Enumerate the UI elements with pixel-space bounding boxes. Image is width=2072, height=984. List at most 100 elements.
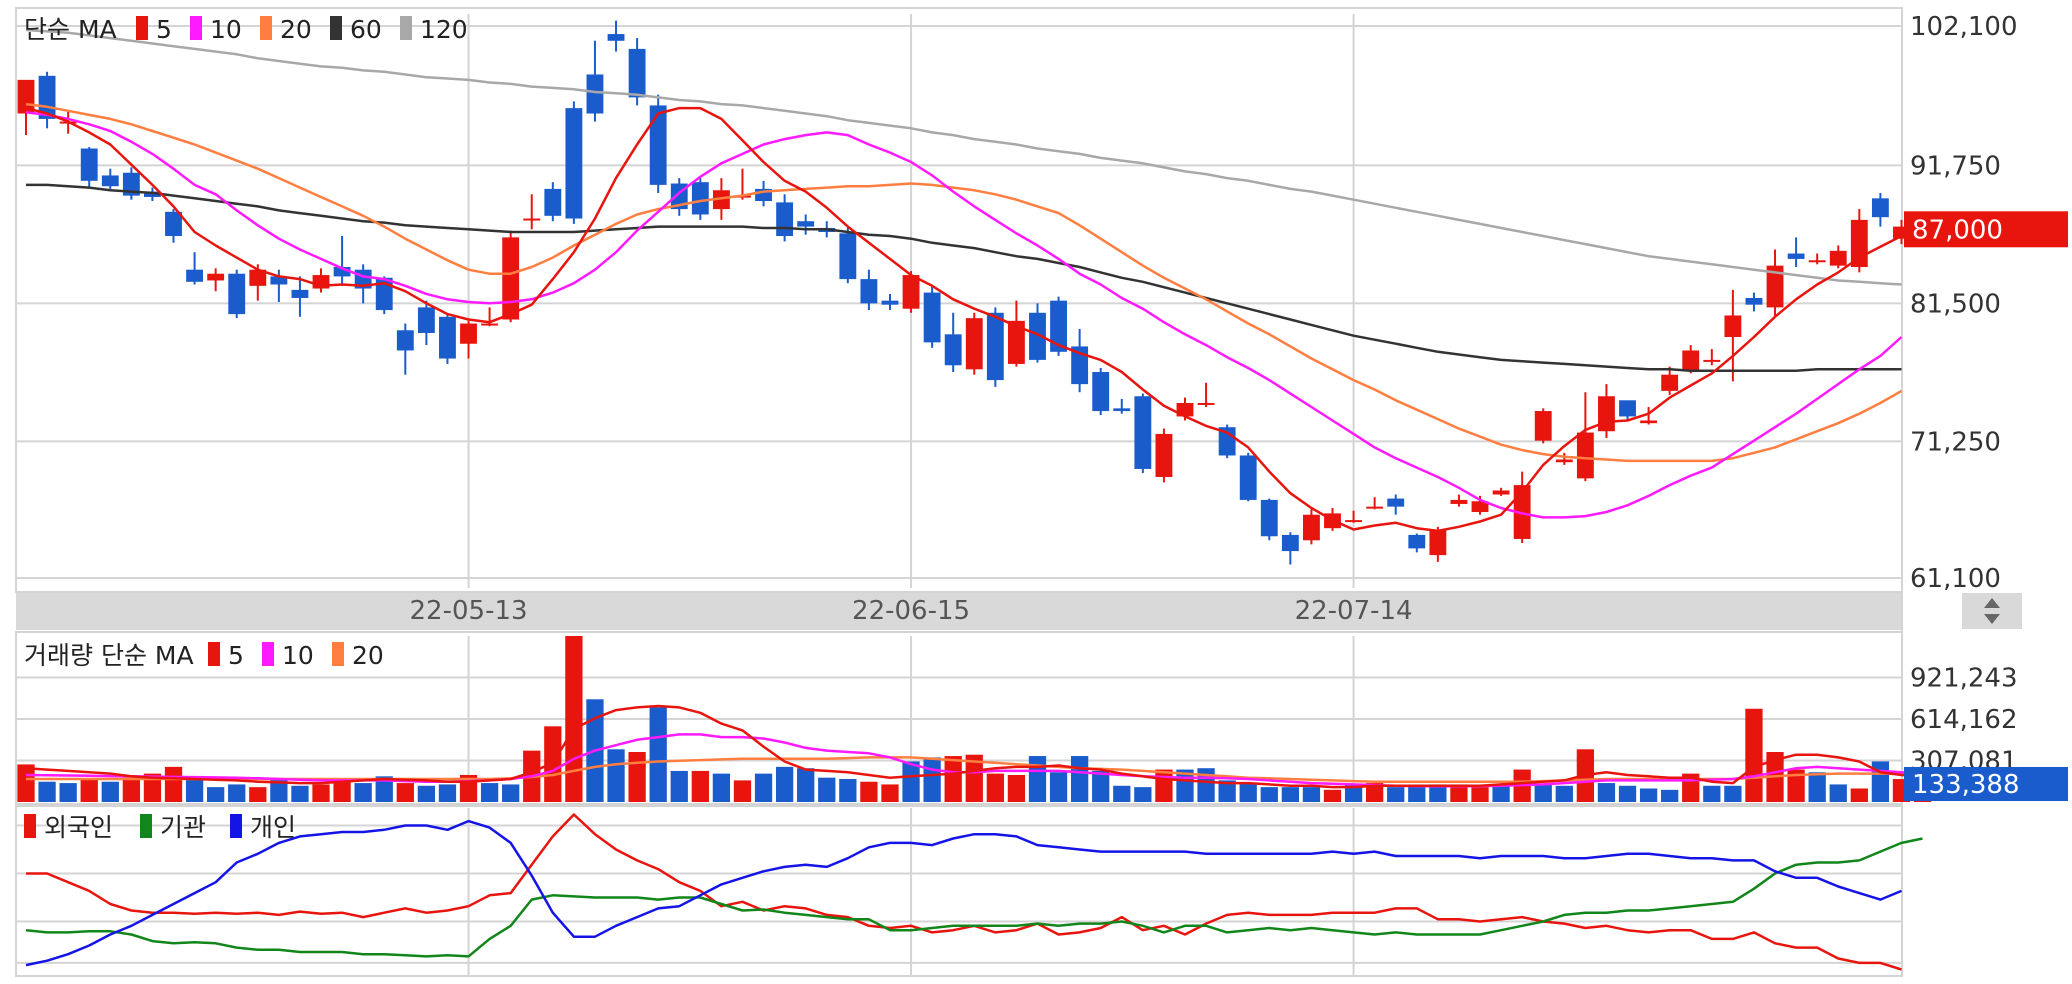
candle[interactable]	[502, 230, 520, 323]
candle[interactable]	[1703, 349, 1721, 366]
volume-bar[interactable]	[965, 754, 983, 802]
volume-bar[interactable]	[1597, 783, 1616, 802]
candle[interactable]	[1429, 526, 1447, 562]
volume-bar[interactable]	[1070, 756, 1089, 802]
volume-bar[interactable]	[649, 707, 667, 802]
candle[interactable]	[1197, 382, 1215, 408]
volume-bar[interactable]	[628, 751, 646, 802]
candle[interactable]	[228, 269, 246, 319]
volume-bar[interactable]	[1618, 785, 1637, 802]
candle[interactable]	[860, 269, 878, 311]
candle[interactable]	[1387, 494, 1405, 515]
volume-bar[interactable]	[417, 785, 436, 802]
candle[interactable]	[122, 167, 140, 200]
candle[interactable]	[1766, 249, 1784, 317]
candle[interactable]	[1303, 509, 1320, 545]
candle[interactable]	[396, 323, 414, 375]
volume-bar[interactable]	[291, 785, 309, 802]
candle[interactable]	[691, 178, 709, 220]
volume-bar[interactable]	[80, 779, 98, 802]
candle[interactable]	[986, 307, 1004, 387]
volume-bar[interactable]	[712, 773, 731, 802]
volume-plot[interactable]	[17, 636, 1932, 802]
volume-bar[interactable]	[1302, 787, 1321, 802]
candle[interactable]	[902, 271, 920, 313]
volume-bar[interactable]	[1429, 784, 1447, 802]
volume-bar[interactable]	[185, 777, 204, 802]
volume-bar[interactable]	[354, 783, 372, 802]
candle[interactable]	[1408, 533, 1426, 553]
candle[interactable]	[439, 314, 456, 364]
candle[interactable]	[1619, 400, 1636, 421]
volume-bar[interactable]	[38, 781, 56, 802]
volume-bar[interactable]	[1724, 785, 1742, 802]
candle[interactable]	[1450, 494, 1468, 507]
volume-bar[interactable]	[1007, 774, 1026, 802]
candle[interactable]	[544, 182, 562, 222]
candle[interactable]	[1787, 237, 1805, 267]
volume-bar[interactable]	[1028, 756, 1047, 802]
candle[interactable]	[1134, 393, 1152, 473]
volume-bar[interactable]	[607, 749, 625, 802]
candle[interactable]	[1113, 398, 1131, 414]
volume-bar[interactable]	[1260, 787, 1278, 802]
volume-bar[interactable]	[1450, 784, 1468, 802]
volume-bar[interactable]	[164, 766, 183, 802]
candle[interactable]	[1640, 407, 1658, 425]
volume-bar[interactable]	[902, 761, 920, 802]
volume-bar[interactable]	[270, 779, 288, 802]
candle[interactable]	[965, 312, 983, 375]
volume-bar[interactable]	[797, 768, 815, 802]
volume-bar[interactable]	[480, 783, 499, 802]
candle[interactable]	[797, 214, 815, 235]
volume-bar[interactable]	[1113, 785, 1131, 802]
volume-bar[interactable]	[1703, 785, 1721, 802]
volume-bar[interactable]	[1661, 789, 1679, 802]
volume-bar[interactable]	[1871, 761, 1890, 802]
volume-bar[interactable]	[1808, 772, 1826, 802]
volume-bar[interactable]	[1218, 780, 1236, 802]
volume-bar[interactable]	[375, 776, 393, 802]
volume-bar[interactable]	[818, 777, 836, 802]
candle[interactable]	[1366, 497, 1384, 510]
candle[interactable]	[1534, 408, 1552, 444]
candle[interactable]	[1871, 192, 1889, 227]
volume-bar[interactable]	[775, 766, 794, 802]
candle[interactable]	[460, 320, 477, 359]
volume-bar[interactable]	[438, 784, 457, 802]
candle[interactable]	[586, 40, 604, 122]
volume-bar[interactable]	[396, 783, 414, 802]
volume-bar[interactable]	[228, 784, 246, 802]
volume-bar[interactable]	[207, 787, 225, 802]
candle[interactable]	[1555, 452, 1573, 465]
volume-bar[interactable]	[101, 781, 119, 802]
volume-bar[interactable]	[733, 780, 752, 802]
candle[interactable]	[1829, 245, 1847, 269]
candle[interactable]	[80, 147, 98, 188]
candle[interactable]	[1492, 487, 1510, 496]
price-plot[interactable]	[17, 20, 1910, 565]
candle[interactable]	[649, 94, 667, 193]
volume-bar[interactable]	[502, 784, 520, 802]
volume-bar[interactable]	[1281, 787, 1299, 802]
volume-bar[interactable]	[249, 787, 267, 802]
candle[interactable]	[207, 268, 225, 292]
candle[interactable]	[607, 20, 625, 52]
volume-bar[interactable]	[1134, 787, 1152, 802]
volume-bar[interactable]	[986, 773, 1004, 802]
candle[interactable]	[523, 194, 541, 230]
volume-bar[interactable]	[1387, 787, 1405, 802]
volume-bar[interactable]	[1534, 784, 1552, 802]
investor-plot[interactable]	[25, 813, 1923, 971]
volume-bar[interactable]	[923, 757, 941, 802]
candle[interactable]	[1682, 345, 1700, 374]
candle[interactable]	[270, 269, 288, 302]
candle[interactable]	[1155, 428, 1173, 483]
volume-bar[interactable]	[754, 773, 773, 802]
volume-bar[interactable]	[1492, 785, 1510, 802]
candle[interactable]	[1092, 367, 1110, 416]
volume-bar[interactable]	[17, 764, 35, 802]
candle[interactable]	[944, 312, 962, 373]
volume-bar[interactable]	[1049, 772, 1068, 802]
candle[interactable]	[1576, 392, 1594, 482]
